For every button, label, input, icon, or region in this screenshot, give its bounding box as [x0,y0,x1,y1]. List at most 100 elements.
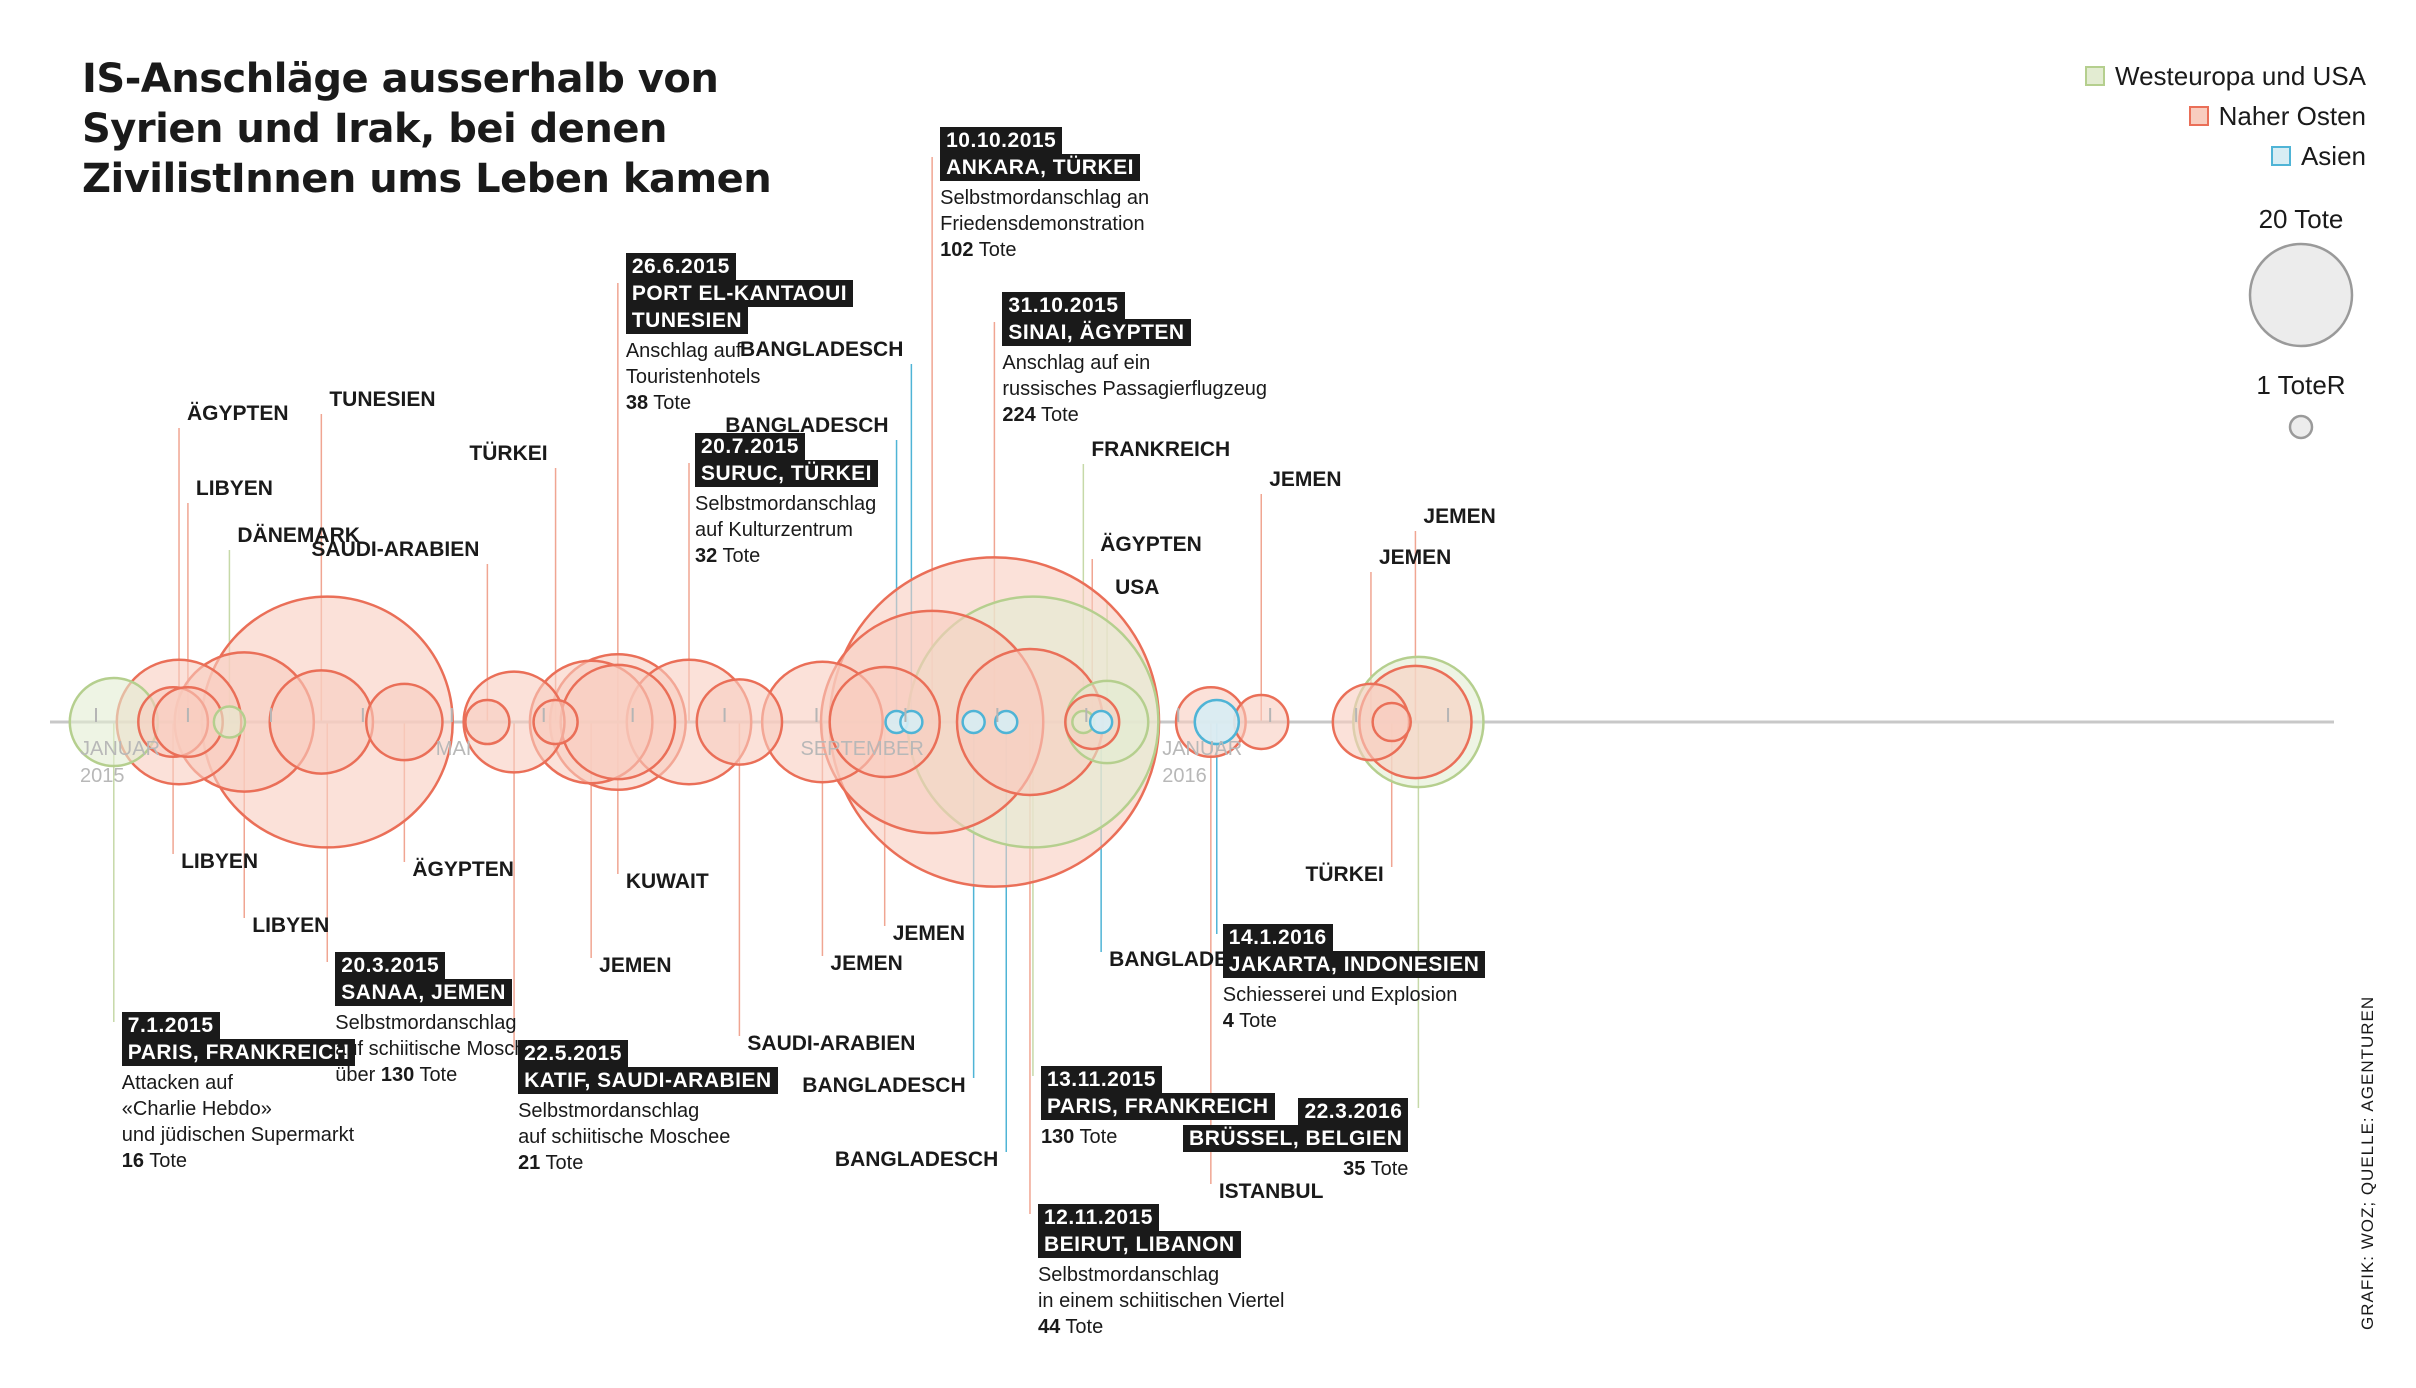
callout-description: Selbstmordanschlag [1037,1264,1220,1286]
bubble-türkei [532,698,579,746]
callout-deaths-number: 224 [1002,404,1036,426]
legend-label-middle-east: Naher Osten [2218,100,2366,131]
country-label: FRANKREICH [1091,438,1231,461]
country-label: ÄGYPTEN [1100,533,1202,556]
callout-place: PARIS, FRANKREICH [1040,1093,1275,1120]
callout-deaths: 32 Tote [695,543,878,569]
callout-date: 7.1.2015 [121,1012,220,1039]
callout-description: Touristenhotels [625,366,761,388]
country-label: JEMEN [599,954,672,977]
callout-description: und jüdischen Supermarkt [121,1124,355,1146]
callout-deaths-number: 38 [625,392,649,414]
callout-place: ANKARA, TÜRKEI [940,154,1140,181]
event-callout: 12.11.2015 BEIRUT, LIBANON Selbstmordansch… [1037,1204,1284,1340]
event-callout: 26.6.2015 PORT EL-KANTAOUI TUNESIEN Anschla… [625,253,854,416]
callout-deaths: über 130 Tote [335,1062,547,1088]
callout-description: Selbstmordanschlag [335,1012,517,1034]
country-label: ÄGYPTEN [187,402,289,425]
bubble-bangladesch [994,709,1019,735]
callout-deaths-unit: Tote [1065,1316,1104,1338]
axis-tick-year: 2016 [1162,765,1207,787]
country-label: BANGLADESCH [834,1148,999,1171]
callout-deaths-number: 102 [940,239,974,261]
callout-description: «Charlie Hebdo» [121,1098,272,1120]
title-line-1: IS-Anschläge ausserhalb von [82,56,719,102]
callout-date: 20.7.2015 [695,433,805,460]
callout-deaths: 21 Tote [518,1150,778,1176]
callout-deaths-number: 21 [518,1152,541,1174]
callout-place: BEIRUT, LIBANON [1037,1231,1241,1258]
callout-description: Selbstmordanschlag [518,1100,700,1122]
event-callout: 7.1.2015 PARIS, FRANKREICH Attacken auf «Ch… [121,1012,356,1174]
callout-date: 10.10.2015 [940,127,1063,154]
event-callout: 10.10.2015 ANKARA, TÜRKEI Selbstmordanschl… [940,127,1149,263]
bubble-jemen [1233,693,1290,751]
callout-deaths-number: 4 [1222,1010,1234,1032]
callout-deaths-number: 32 [695,545,718,567]
chart-title: IS-Anschläge ausserhalb von Syrien und I… [82,54,772,204]
axis-ticks: JANUAR 2015 MAI SEPTEMBER JANUAR 2016 [80,708,1450,787]
legend-item-west: Westeuropa und USA [2085,56,2366,96]
bubbles [68,556,1485,888]
size-legend-small: 1 ToteR [2226,370,2376,448]
callout-description: Anschlag auf ein [1002,352,1151,374]
event-callout: 14.1.2016 JAKARTA, INDONESIEN Schiesserei … [1222,924,1486,1034]
callout-place: KATIF, SAUDI-ARABIEN [518,1067,778,1094]
event-callout: 22.3.2016 BRÜSSEL, BELGIEN 35 Tote [1183,1098,1409,1182]
callout-deaths-unit: Tote [149,1150,188,1172]
event-callout: 20.3.2015 SANAA, JEMEN Selbstmordanschlag a… [335,952,548,1088]
legend-label-west: Westeuropa und USA [2115,60,2366,91]
country-label: JEMEN [1378,546,1452,569]
callout-deaths-unit: Tote [545,1152,584,1174]
size-legend-big-circle [2248,242,2354,348]
callout-deaths: 44 Tote [1038,1314,1284,1340]
callout-description: auf schiitische Moschee [518,1126,731,1148]
bubble-ägypten [365,682,444,762]
size-legend-big-label: 20 Tote [2258,204,2344,234]
callout-place: PORT EL-KANTAOUI [625,280,854,307]
callout-deaths-number: 16 [121,1150,145,1172]
callout-date: 13.11.2015 [1040,1066,1162,1093]
callout-place-2: TUNESIEN [625,307,749,334]
country-label: ISTANBUL [1218,1180,1324,1203]
title-line-3: ZivilistInnen ums Leben kamen [82,156,772,202]
size-legend-big: 20 Tote [2226,204,2376,362]
bubble-bangladesch [899,709,924,735]
callout-deaths: 16 Tote [122,1148,356,1174]
callout-deaths-unit: Tote [978,239,1017,261]
callout-description: Anschlag auf [625,340,742,362]
bubble-bangladesch [961,709,986,735]
callout-deaths-number: 130 [380,1064,415,1086]
axis-tick-year: 2015 [80,765,125,787]
title-line-2: Syrien und Irak, bei denen [82,106,667,152]
callout-deaths: 35 Tote [1183,1156,1408,1182]
country-label: DÄNEMARK [237,524,360,547]
country-label: BANGLADESCH [725,414,889,437]
country-label: USA [1115,576,1160,599]
size-legend-small-label: 1 ToteR [2256,370,2346,400]
axis-tick-label: SEPTEMBER [800,738,923,760]
callout-deaths-unit: Tote [1079,1126,1118,1148]
callout-description: Selbstmordanschlag [695,493,877,515]
country-label: LIBYEN [195,477,273,500]
callout-deaths-number: 35 [1343,1158,1366,1180]
callout-place: JAKARTA, INDONESIEN [1222,951,1486,978]
callout-deaths-unit: Tote [1239,1010,1277,1032]
bubble-saudi-arabien [695,678,784,766]
event-callout: 22.5.2015 KATIF, SAUDI-ARABIEN Selbstmorda… [518,1040,778,1176]
callout-date: 22.5.2015 [518,1040,628,1067]
callout-deaths-prefix: über [335,1064,381,1086]
callout-date: 22.3.2016 [1298,1098,1409,1125]
country-label: BANGLADESCH [740,338,904,361]
callout-place: SANAA, JEMEN [335,979,512,1006]
country-label: JEMEN [830,952,903,975]
bubble-saudi-arabien [464,698,511,746]
source-credit: GRAFIK: WOZ; QUELLE: AGENTUREN [2358,995,2377,1330]
callout-deaths-number: 44 [1037,1316,1061,1338]
callout-deaths-unit: Tote [1040,404,1079,426]
callout-description: auf schiitische Moschee [335,1038,548,1060]
country-label: BANGLADESCH [802,1074,966,1097]
callout-date: 26.6.2015 [625,253,736,280]
legend-item-asia: Asien [2085,136,2366,176]
